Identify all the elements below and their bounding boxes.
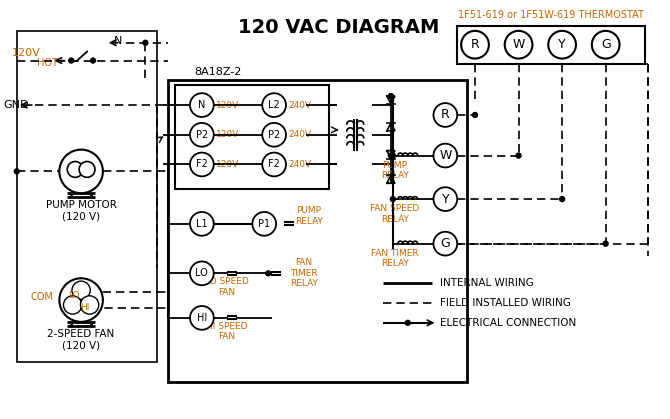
Circle shape [389, 94, 393, 98]
Text: HI: HI [197, 313, 207, 323]
Text: FAN SPEED
RELAY: FAN SPEED RELAY [371, 204, 419, 224]
Circle shape [262, 123, 286, 147]
Circle shape [190, 212, 214, 236]
Circle shape [90, 58, 95, 63]
Text: G: G [440, 237, 450, 250]
Circle shape [505, 31, 533, 59]
Text: INTERNAL WIRING: INTERNAL WIRING [440, 278, 534, 288]
Circle shape [472, 113, 478, 117]
Text: Y: Y [442, 193, 449, 206]
Circle shape [389, 153, 393, 158]
Text: 120V: 120V [216, 160, 239, 169]
Bar [17, 31, 157, 362]
Text: 8A18Z-2: 8A18Z-2 [194, 67, 241, 78]
Text: G: G [601, 38, 610, 51]
Circle shape [433, 103, 457, 127]
Circle shape [190, 306, 214, 330]
Circle shape [592, 31, 620, 59]
Circle shape [67, 161, 83, 177]
Text: LO SPEED
FAN: LO SPEED FAN [205, 277, 249, 297]
Text: Y: Y [558, 38, 566, 51]
Text: 240V: 240V [288, 130, 311, 139]
Text: W: W [439, 149, 452, 162]
Circle shape [72, 281, 90, 300]
Text: 120V: 120V [216, 130, 239, 139]
Circle shape [253, 212, 276, 236]
Circle shape [190, 261, 214, 285]
Text: 120V: 120V [12, 48, 41, 58]
Text: PUMP
RELAY: PUMP RELAY [381, 161, 409, 180]
Circle shape [80, 296, 98, 314]
Circle shape [559, 197, 565, 202]
Circle shape [548, 31, 576, 59]
Circle shape [262, 153, 286, 176]
Circle shape [190, 93, 214, 117]
Text: FAN TIMER
RELAY: FAN TIMER RELAY [371, 249, 419, 268]
Circle shape [64, 296, 82, 314]
Text: F2: F2 [268, 160, 280, 169]
Circle shape [60, 278, 103, 322]
Text: COM: COM [31, 292, 54, 302]
Text: N: N [113, 36, 122, 46]
Text: PUMP
RELAY: PUMP RELAY [295, 206, 323, 226]
Text: 240V: 240V [288, 160, 311, 169]
Circle shape [516, 153, 521, 158]
Circle shape [143, 40, 148, 45]
Circle shape [433, 144, 457, 168]
Text: 120 VAC DIAGRAM: 120 VAC DIAGRAM [238, 18, 439, 37]
Circle shape [433, 187, 457, 211]
Text: R: R [470, 38, 480, 51]
Text: 1F51-619 or 1F51W-619 THERMOSTAT: 1F51-619 or 1F51W-619 THERMOSTAT [458, 10, 644, 20]
Text: GND: GND [3, 100, 29, 110]
Text: HI SPEED
FAN: HI SPEED FAN [206, 322, 247, 341]
Text: P2: P2 [268, 130, 280, 140]
Bar [175, 85, 328, 189]
Bar [457, 26, 645, 64]
Text: L2: L2 [268, 100, 280, 110]
Circle shape [190, 153, 214, 176]
Circle shape [461, 31, 489, 59]
Text: HI: HI [80, 303, 90, 313]
Text: P1: P1 [258, 219, 270, 229]
Circle shape [262, 93, 286, 117]
Text: LO: LO [196, 268, 208, 278]
Circle shape [391, 153, 395, 158]
Text: FIELD INSTALLED WIRING: FIELD INSTALLED WIRING [440, 298, 572, 308]
Circle shape [391, 197, 395, 202]
Circle shape [190, 123, 214, 147]
Bar [168, 80, 467, 382]
Circle shape [60, 150, 103, 193]
Circle shape [405, 321, 410, 325]
Text: ELECTRICAL CONNECTION: ELECTRICAL CONNECTION [440, 318, 577, 328]
Text: LO: LO [68, 291, 80, 300]
Text: F2: F2 [196, 160, 208, 169]
Circle shape [69, 58, 74, 63]
Circle shape [389, 94, 393, 98]
Text: HOT: HOT [37, 57, 58, 67]
Text: W: W [513, 38, 525, 51]
Text: 120V: 120V [216, 101, 239, 110]
Text: L1: L1 [196, 219, 208, 229]
Text: R: R [441, 109, 450, 122]
Circle shape [14, 169, 19, 174]
Text: 2-SPEED FAN
(120 V): 2-SPEED FAN (120 V) [48, 329, 115, 350]
Circle shape [433, 232, 457, 256]
Circle shape [79, 161, 95, 177]
Text: N: N [198, 100, 206, 110]
Text: FAN
TIMER
RELAY: FAN TIMER RELAY [290, 259, 318, 288]
Circle shape [266, 271, 271, 276]
Text: P2: P2 [196, 130, 208, 140]
Text: PUMP MOTOR
(120 V): PUMP MOTOR (120 V) [46, 200, 117, 222]
Text: 240V: 240V [288, 101, 311, 110]
Circle shape [603, 241, 608, 246]
